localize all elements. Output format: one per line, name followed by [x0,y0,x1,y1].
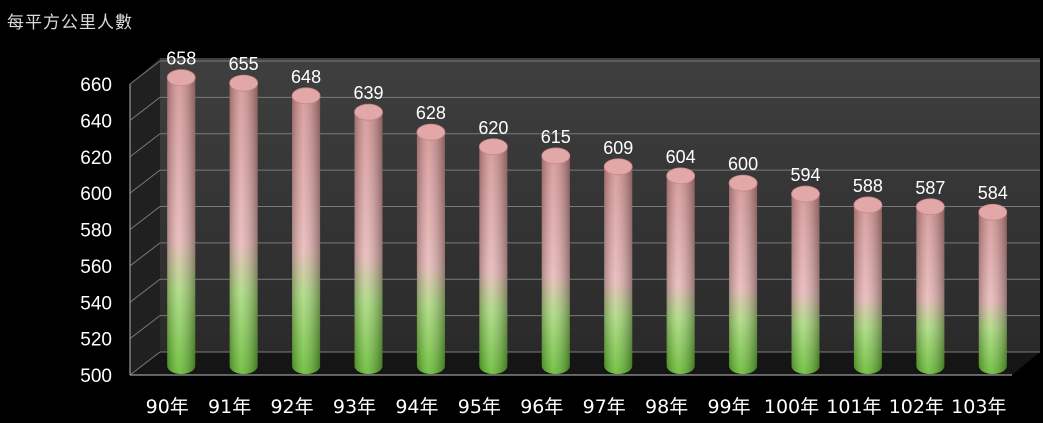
bar-cap [478,138,508,156]
bar-shading [229,83,258,374]
bar-cap [229,74,259,92]
gridline-side [129,96,161,121]
bar: 594 [790,165,821,374]
x-tick-label: 97年 [583,396,626,418]
bar-shading [479,146,508,374]
bar: 628 [416,103,446,374]
bar: 655 [229,54,259,374]
y-tick-label: 520 [80,330,112,351]
data-label: 639 [353,83,383,103]
bar-cap [666,167,696,185]
bar-cap [915,198,945,216]
bar-shading [666,175,695,374]
bar-shading [978,212,1007,374]
x-tick-label: 93年 [333,396,376,418]
bar-shading [916,206,945,374]
gridline-side [129,60,161,85]
bar: 615 [541,127,571,374]
data-label: 584 [978,183,1008,203]
bar-shading [167,77,196,374]
x-tick-label: 96年 [520,396,563,418]
data-label: 628 [416,103,446,123]
x-tick-label: 95年 [458,396,501,418]
data-label: 620 [478,118,508,138]
data-label: 609 [603,138,633,158]
bar: 620 [478,118,508,374]
y-tick-label: 580 [80,221,112,242]
x-tick-label: 92年 [270,396,313,418]
y-tick-label: 620 [80,148,112,169]
data-label: 600 [728,154,758,174]
bar: 584 [978,183,1008,374]
x-tick-label: 98年 [645,396,688,418]
bar-shading [853,204,882,374]
bar: 587 [915,178,945,374]
x-tick-label: 100年 [764,396,819,418]
bar: 658 [166,49,196,374]
bar: 600 [728,154,758,374]
bar-cap [541,147,571,165]
x-tick-label: 103年 [951,396,1006,418]
bar-cap [978,203,1008,221]
chart-side-wall [130,58,160,375]
bar: 639 [353,83,384,374]
data-label: 658 [166,49,196,69]
y-tick-label: 560 [80,257,112,278]
bar: 609 [603,138,633,374]
y-tick-label: 500 [80,366,112,387]
bar-cap [291,87,321,105]
data-label: 588 [853,176,883,196]
y-tick-label: 640 [80,111,112,132]
bar: 604 [666,147,696,374]
gridline-side [129,169,161,194]
bar-shading [791,194,820,374]
bar-cap [853,196,883,214]
data-label: 594 [790,165,820,185]
x-tick-label: 101年 [826,396,881,418]
gridline-side [129,315,161,340]
y-tick-label: 600 [80,184,112,205]
bar: 648 [291,67,321,374]
bar: 588 [853,176,883,374]
y-tick-label: 660 [80,75,112,96]
bar-cap [354,103,383,121]
bar-cap [416,123,446,141]
bar-cap [166,69,196,87]
bar-shading [541,155,570,374]
bar-cap [791,185,820,203]
data-label: 655 [229,54,259,74]
y-tick-label: 540 [80,293,112,314]
data-label: 604 [666,147,696,167]
gridline-side [129,278,161,303]
chart-title: 每平方公里人數 [7,13,133,33]
bar-cap [603,158,633,176]
gridline-side [129,206,161,230]
chart-back-wall [160,58,1040,352]
gridline-side [129,351,161,376]
data-label: 615 [541,127,571,147]
x-tick-label: 91年 [208,396,251,418]
bar-shading [604,166,633,374]
bar-shading [354,112,383,374]
gridline-side [129,133,161,158]
x-tick-label: 102年 [889,396,944,418]
gridline-side [129,242,161,267]
bar-shading [729,183,758,374]
bar-shading [416,132,445,374]
x-tick-label: 94年 [395,396,438,418]
x-tick-label: 99年 [707,396,750,418]
chart-floor [130,352,1040,375]
bar-shading [292,95,321,374]
x-tick-label: 90年 [146,396,189,418]
data-label: 587 [915,178,945,198]
bar-cap [728,174,758,192]
data-label: 648 [291,67,321,87]
